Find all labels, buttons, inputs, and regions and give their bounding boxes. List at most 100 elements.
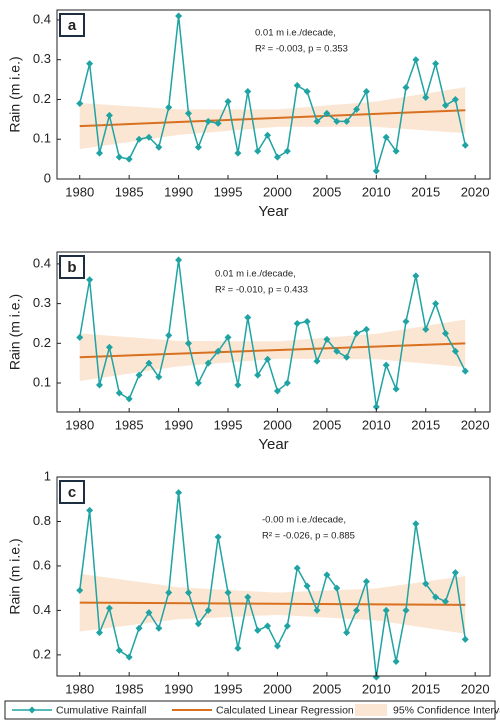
rainfall-marker — [343, 629, 351, 637]
rainfall-marker — [283, 379, 291, 387]
annotation: 0.01 m i.e./decade, — [215, 269, 296, 280]
y-tick-label: 0.2 — [33, 646, 51, 661]
y-tick-label: 0.4 — [33, 255, 51, 270]
rainfall-marker — [362, 325, 370, 333]
rainfall-marker — [96, 149, 104, 157]
rainfall-marker — [115, 389, 123, 397]
rainfall-marker — [165, 589, 173, 597]
rainfall-marker — [135, 135, 143, 143]
rainfall-marker — [283, 147, 291, 155]
rainfall-marker — [451, 569, 459, 577]
rainfall-marker — [175, 489, 183, 497]
y-tick-label: 0.3 — [33, 51, 51, 66]
rainfall-line — [79, 15, 467, 172]
x-tick-label: 2005 — [312, 184, 341, 199]
rainfall-marker — [313, 357, 321, 365]
rainfall-marker — [254, 147, 262, 155]
y-tick-label: 0.3 — [33, 295, 51, 310]
rainfall-marker — [145, 359, 153, 367]
rainfall-marker — [442, 101, 450, 109]
rainfall-marker — [194, 620, 202, 628]
x-tick-label: 2015 — [411, 184, 440, 199]
rainfall-marker — [155, 143, 163, 151]
rainfall-marker — [333, 584, 341, 592]
rainfall-marker — [175, 256, 183, 264]
rainfall-marker — [362, 578, 370, 586]
rainfall-marker — [76, 99, 84, 107]
rainfall-marker — [115, 153, 123, 161]
y-axis-label: Rain (m i.e.) — [7, 56, 23, 132]
legend-swatch — [355, 704, 387, 716]
rainfall-marker — [333, 347, 341, 355]
x-tick-label: 2020 — [461, 184, 490, 199]
rainfall-marker — [293, 82, 301, 90]
rainfall-marker — [264, 131, 272, 139]
rainfall-line — [78, 259, 466, 408]
y-tick-label: 0.1 — [33, 374, 51, 389]
rainfall-marker — [461, 367, 469, 375]
rainfall-marker — [283, 622, 291, 630]
rainfall-marker — [86, 506, 94, 514]
x-axis-label: Year — [258, 203, 288, 220]
rainfall-marker — [214, 119, 222, 127]
x-tick-label: 2015 — [411, 417, 440, 432]
regression-line — [79, 109, 466, 128]
rainfall-marker — [273, 387, 281, 395]
panel-label: b — [67, 259, 76, 276]
rainfall-marker — [105, 604, 113, 612]
rainfall-marker — [115, 646, 123, 654]
rainfall-marker — [184, 339, 192, 347]
x-tick-label: 1980 — [65, 417, 94, 432]
rainfall-marker — [353, 105, 361, 113]
rainfall-marker — [273, 153, 281, 161]
rainfall-marker — [194, 379, 202, 387]
rainfall-marker — [264, 355, 272, 363]
rainfall-marker — [382, 133, 390, 141]
rainfall-marker — [412, 272, 420, 280]
x-axis-label: Year — [258, 436, 288, 453]
rainfall-marker — [442, 598, 450, 606]
rainfall-marker — [382, 361, 390, 369]
x-tick-label: 1985 — [115, 184, 144, 199]
x-tick-label: 2020 — [461, 681, 490, 696]
x-tick-label: 1985 — [115, 417, 144, 432]
x-tick-label: 2005 — [312, 417, 341, 432]
rainfall-marker — [145, 133, 153, 141]
rainfall-marker — [96, 381, 104, 389]
rainfall-marker — [234, 644, 242, 652]
x-tick-label: 1990 — [164, 184, 193, 199]
x-tick-label: 2010 — [362, 184, 391, 199]
x-tick-label: 1980 — [65, 681, 94, 696]
rainfall-marker — [184, 589, 192, 597]
rainfall-marker — [145, 609, 153, 617]
rainfall-marker — [432, 60, 440, 68]
rainfall-marker — [303, 88, 311, 96]
x-tick-label: 1980 — [65, 184, 94, 199]
rainfall-marker — [323, 571, 331, 579]
rainfall-marker — [422, 325, 430, 333]
legend-label: 95% Confidence Interval — [393, 704, 500, 716]
rainfall-marker — [293, 319, 301, 327]
panel-label-box — [59, 13, 85, 37]
rainfall-marker — [273, 642, 281, 650]
rainfall-marker — [135, 624, 143, 632]
y-tick-label: 0.2 — [33, 91, 51, 106]
y-tick-label: 0.1 — [33, 131, 51, 146]
rainfall-marker — [372, 403, 380, 411]
rainfall-marker — [76, 333, 84, 341]
rainfall-marker — [204, 117, 212, 125]
x-tick-label: 1995 — [214, 417, 243, 432]
rainfall-marker — [264, 622, 272, 630]
rainfall-marker — [86, 60, 94, 68]
x-tick-label: 2010 — [362, 681, 391, 696]
rainfall-marker — [165, 103, 173, 111]
rainfall-marker — [135, 371, 143, 379]
y-tick-label: 0.8 — [33, 513, 51, 528]
rainfall-marker — [125, 653, 133, 661]
rainfall-line — [78, 492, 467, 678]
rainfall-marker — [303, 582, 311, 590]
y-tick-label: 0.4 — [33, 602, 51, 617]
annotation: R² = -0.026, p = 0.885 — [262, 531, 355, 542]
regression-line — [79, 342, 466, 359]
